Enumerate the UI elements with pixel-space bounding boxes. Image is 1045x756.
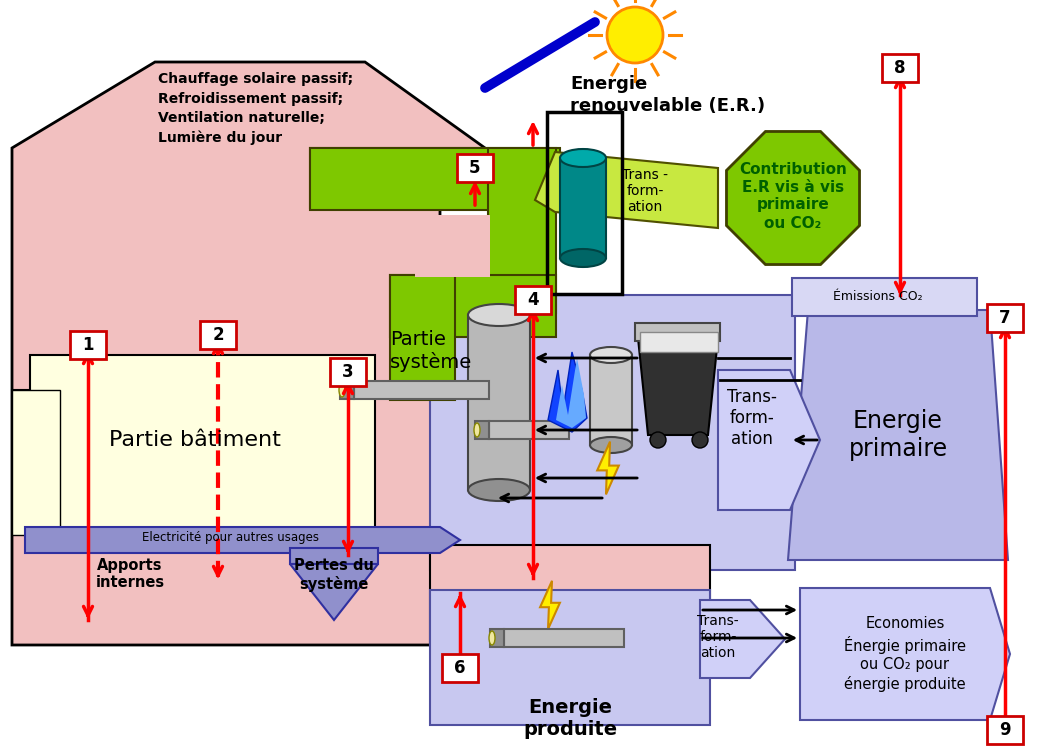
Text: 4: 4 [527,291,539,309]
Bar [390,275,455,400]
Text: Chauffage solaire passif;
Refroidissement passif;
Ventilation naturelle;
Lumière: Chauffage solaire passif; Refroidissemen… [158,72,353,145]
Polygon shape [540,581,560,629]
Text: Energie
renouvelable (E.R.): Energie renouvelable (E.R.) [570,75,765,115]
Ellipse shape [560,249,606,267]
Text: Émissions CO₂: Émissions CO₂ [833,290,923,303]
Text: 3: 3 [342,363,354,381]
Text: 9: 9 [999,721,1011,739]
Ellipse shape [474,423,480,437]
Bar [340,381,354,399]
Bar [415,215,490,277]
Bar [504,629,624,647]
Ellipse shape [590,347,632,363]
Polygon shape [291,564,378,620]
Text: Trans-
form-
ation: Trans- form- ation [727,388,776,448]
Text: 1: 1 [83,336,94,354]
Bar [330,358,366,386]
Text: Partie bâtiment: Partie bâtiment [109,430,281,450]
Bar [488,148,556,313]
Text: Energie
primaire: Energie primaire [849,409,948,461]
Bar [429,295,795,570]
Text: Economies
Énergie primaire
ou CO₂ pour
énergie produite: Economies Énergie primaire ou CO₂ pour é… [844,616,966,692]
Bar [70,331,106,359]
Polygon shape [800,588,1011,720]
Text: 2: 2 [212,326,224,344]
Bar [490,629,504,647]
Bar [310,148,485,208]
Bar [515,286,551,314]
Bar [310,148,560,210]
Bar [354,381,489,399]
Bar [640,332,718,352]
Polygon shape [548,352,587,432]
Polygon shape [11,390,60,510]
Text: 8: 8 [895,59,906,77]
Bar [560,158,606,258]
Polygon shape [535,152,718,228]
Text: Pertes du
système: Pertes du système [294,558,374,592]
Polygon shape [788,310,1008,560]
Circle shape [607,7,663,63]
Bar [986,716,1023,744]
Polygon shape [556,358,586,428]
Bar [390,275,556,337]
Bar [547,112,622,294]
Bar [635,323,720,341]
Text: Trans-
form-
ation: Trans- form- ation [697,614,739,661]
Text: Energie
produite: Energie produite [522,698,617,739]
Bar [475,421,489,439]
Bar [200,321,236,349]
Ellipse shape [468,479,530,501]
Ellipse shape [339,383,345,397]
Polygon shape [11,62,485,645]
Text: 7: 7 [999,309,1011,327]
Bar [489,421,568,439]
Text: 6: 6 [455,659,466,677]
Text: Trans -
form-
ation: Trans - form- ation [622,168,668,215]
Ellipse shape [590,437,632,453]
Text: Apports
internes: Apports internes [95,558,164,590]
Polygon shape [11,390,60,535]
Polygon shape [726,132,860,265]
Polygon shape [597,442,619,494]
Circle shape [692,432,709,448]
Ellipse shape [489,631,495,645]
Text: Electricité pour autres usages: Electricité pour autres usages [141,531,319,544]
Text: 5: 5 [469,159,481,177]
Bar [291,548,378,564]
Bar [442,654,478,682]
Bar [429,545,710,645]
Polygon shape [700,600,785,678]
Bar [468,315,530,490]
Bar [590,355,632,445]
Polygon shape [638,338,718,435]
Ellipse shape [560,149,606,167]
Bar [882,54,918,82]
Bar [429,590,710,725]
Bar [986,304,1023,332]
Polygon shape [30,355,375,545]
Polygon shape [718,370,820,510]
Text: Contribution
E.R vis à vis
primaire
ou CO₂: Contribution E.R vis à vis primaire ou C… [739,162,846,231]
Text: Partie
système: Partie système [390,330,472,372]
Circle shape [650,432,666,448]
Bar [457,154,493,182]
Ellipse shape [468,304,530,326]
Bar [792,278,977,316]
Polygon shape [25,527,460,553]
